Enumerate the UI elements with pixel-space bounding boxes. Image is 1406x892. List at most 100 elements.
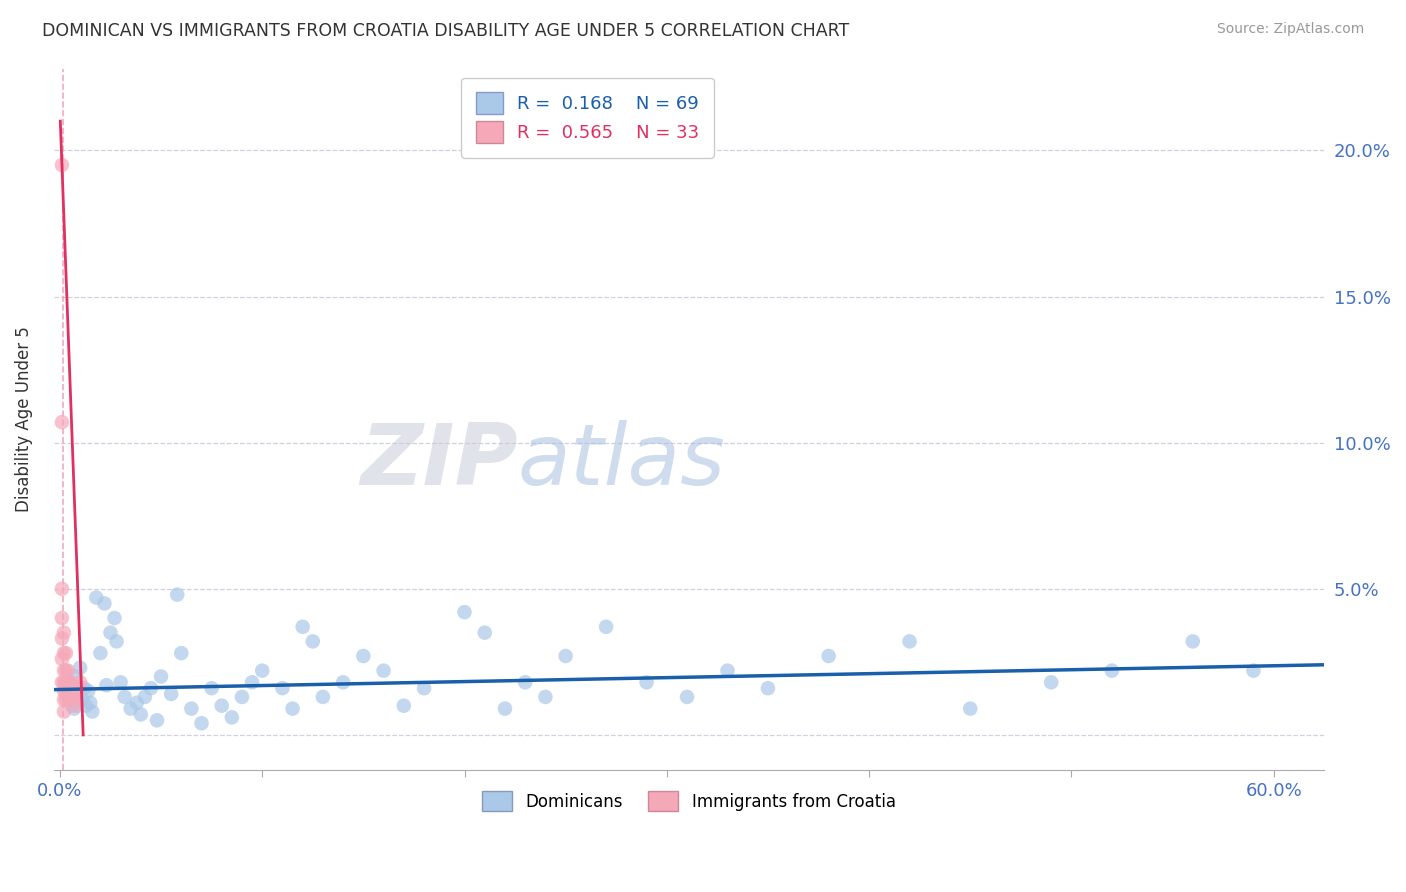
Point — [96, 678, 118, 692]
Point — [595, 620, 617, 634]
Point — [52, 625, 75, 640]
Point — [221, 710, 243, 724]
Point — [453, 605, 475, 619]
Point — [51, 158, 73, 172]
Point — [51, 415, 73, 429]
Point — [170, 646, 193, 660]
Point — [73, 681, 96, 695]
Point — [211, 698, 233, 713]
Point — [756, 681, 779, 695]
Point — [1040, 675, 1063, 690]
Point — [312, 690, 335, 704]
Point — [52, 646, 75, 660]
Point — [534, 690, 557, 704]
Point — [55, 664, 77, 678]
Point — [103, 611, 125, 625]
Point — [817, 648, 839, 663]
Point — [60, 681, 83, 695]
Point — [898, 634, 921, 648]
Point — [160, 687, 183, 701]
Point — [56, 675, 79, 690]
Point — [110, 675, 132, 690]
Point — [86, 591, 108, 605]
Point — [51, 582, 73, 596]
Point — [554, 648, 576, 663]
Point — [59, 675, 82, 690]
Point — [56, 690, 79, 704]
Point — [373, 664, 395, 678]
Text: DOMINICAN VS IMMIGRANTS FROM CROATIA DISABILITY AGE UNDER 5 CORRELATION CHART: DOMINICAN VS IMMIGRANTS FROM CROATIA DIS… — [42, 22, 849, 40]
Point — [59, 693, 82, 707]
Y-axis label: Disability Age Under 5: Disability Age Under 5 — [15, 326, 32, 512]
Point — [231, 690, 253, 704]
Point — [125, 696, 148, 710]
Point — [65, 669, 87, 683]
Point — [250, 664, 273, 678]
Point — [392, 698, 415, 713]
Point — [52, 684, 75, 698]
Point — [59, 684, 82, 698]
Point — [1101, 664, 1123, 678]
Point — [494, 701, 516, 715]
Point — [59, 675, 82, 690]
Point — [139, 681, 162, 695]
Point — [180, 701, 202, 715]
Point — [129, 707, 152, 722]
Point — [114, 690, 136, 704]
Point — [636, 675, 658, 690]
Point — [56, 664, 79, 678]
Point — [291, 620, 314, 634]
Point — [55, 684, 77, 698]
Point — [332, 675, 354, 690]
Point — [51, 675, 73, 690]
Text: Source: ZipAtlas.com: Source: ZipAtlas.com — [1216, 22, 1364, 37]
Point — [65, 698, 87, 713]
Point — [146, 714, 169, 728]
Point — [67, 681, 90, 695]
Point — [51, 632, 73, 646]
Point — [959, 701, 981, 715]
Point — [100, 625, 122, 640]
Point — [150, 669, 173, 683]
Point — [93, 596, 115, 610]
Point — [271, 681, 294, 695]
Point — [51, 652, 73, 666]
Point — [63, 701, 86, 715]
Point — [52, 693, 75, 707]
Point — [63, 690, 86, 704]
Point — [281, 701, 304, 715]
Point — [716, 664, 738, 678]
Point — [67, 687, 90, 701]
Point — [352, 648, 374, 663]
Legend: Dominicans, Immigrants from Croatia: Dominicans, Immigrants from Croatia — [470, 778, 908, 825]
Point — [515, 675, 537, 690]
Point — [60, 690, 83, 704]
Point — [82, 705, 104, 719]
Point — [201, 681, 224, 695]
Point — [134, 690, 156, 704]
Point — [190, 716, 212, 731]
Point — [51, 611, 73, 625]
Point — [55, 678, 77, 692]
Point — [79, 696, 101, 710]
Point — [60, 698, 83, 713]
Point — [70, 693, 93, 707]
Point — [69, 675, 91, 690]
Point — [55, 646, 77, 660]
Point — [301, 634, 323, 648]
Point — [1181, 634, 1204, 648]
Point — [413, 681, 436, 695]
Point — [105, 634, 128, 648]
Point — [1243, 664, 1265, 678]
Point — [63, 681, 86, 695]
Point — [52, 675, 75, 690]
Point — [77, 684, 100, 698]
Point — [89, 646, 111, 660]
Point — [65, 690, 87, 704]
Point — [120, 701, 142, 715]
Point — [52, 705, 75, 719]
Point — [75, 698, 97, 713]
Point — [474, 625, 496, 640]
Point — [69, 661, 91, 675]
Point — [56, 690, 79, 704]
